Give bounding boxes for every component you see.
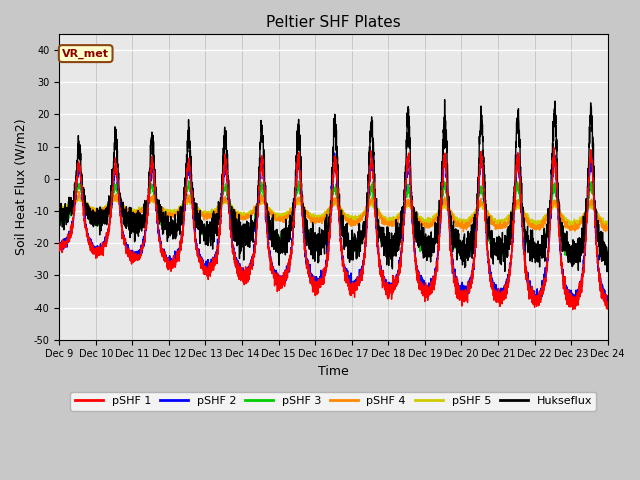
pSHF 4 [75,189,83,194]
pSHF 1 [387,286,395,291]
pSHF 2 [514,150,522,156]
Line: pSHF 2: pSHF 2 [59,153,608,307]
Hukseflux [604,251,611,256]
pSHF 3 [387,247,395,253]
pSHF 3 [602,257,610,263]
pSHF 2 [604,304,611,310]
Hukseflux [604,257,612,263]
pSHF 4 [397,216,404,222]
Hukseflux [397,223,404,228]
pSHF 3 [55,219,63,225]
pSHF 2 [604,302,612,308]
pSHF 5 [534,223,541,229]
pSHF 3 [604,251,611,257]
pSHF 2 [604,298,611,303]
pSHF 5 [397,211,404,217]
pSHF 5 [552,204,560,210]
pSHF 2 [387,287,395,292]
Line: pSHF 5: pSHF 5 [59,196,608,226]
pSHF 3 [185,178,193,184]
pSHF 1 [604,306,612,312]
Hukseflux [552,112,559,118]
Line: pSHF 3: pSHF 3 [59,181,608,260]
Line: Hukseflux: Hukseflux [59,100,608,272]
pSHF 4 [552,202,560,207]
pSHF 5 [173,209,180,215]
pSHF 4 [209,214,216,219]
pSHF 4 [387,219,395,225]
Text: VR_met: VR_met [62,48,109,59]
pSHF 1 [569,307,577,312]
pSHF 2 [552,168,559,173]
pSHF 3 [397,229,404,235]
pSHF 5 [209,211,216,216]
pSHF 4 [604,226,611,232]
pSHF 1 [173,253,180,259]
Title: Peltier SHF Plates: Peltier SHF Plates [266,15,401,30]
pSHF 1 [550,145,558,151]
pSHF 1 [604,299,611,305]
pSHF 4 [460,229,467,235]
pSHF 5 [55,207,63,213]
X-axis label: Time: Time [318,365,349,378]
pSHF 3 [552,183,559,189]
pSHF 4 [173,210,180,216]
pSHF 2 [397,259,404,264]
pSHF 1 [209,261,216,267]
pSHF 5 [387,215,395,221]
Hukseflux [441,97,449,103]
pSHF 4 [604,225,612,231]
pSHF 3 [604,247,612,253]
Hukseflux [209,236,216,242]
pSHF 4 [55,209,63,215]
pSHF 5 [604,220,611,226]
Line: pSHF 4: pSHF 4 [59,192,608,232]
Line: pSHF 1: pSHF 1 [59,148,608,310]
pSHF 2 [55,239,63,245]
pSHF 1 [552,159,559,165]
pSHF 2 [173,256,180,262]
Y-axis label: Soil Heat Flux (W/m2): Soil Heat Flux (W/m2) [15,119,28,255]
Legend: pSHF 1, pSHF 2, pSHF 3, pSHF 4, pSHF 5, Hukseflux: pSHF 1, pSHF 2, pSHF 3, pSHF 4, pSHF 5, … [70,392,596,411]
pSHF 5 [604,218,612,224]
pSHF 1 [397,256,404,262]
pSHF 3 [209,230,216,236]
Hukseflux [173,222,180,228]
pSHF 3 [173,225,180,230]
pSHF 5 [76,193,84,199]
Hukseflux [55,217,63,223]
pSHF 2 [209,261,216,267]
Hukseflux [603,269,611,275]
Hukseflux [387,244,395,250]
pSHF 1 [55,240,63,245]
